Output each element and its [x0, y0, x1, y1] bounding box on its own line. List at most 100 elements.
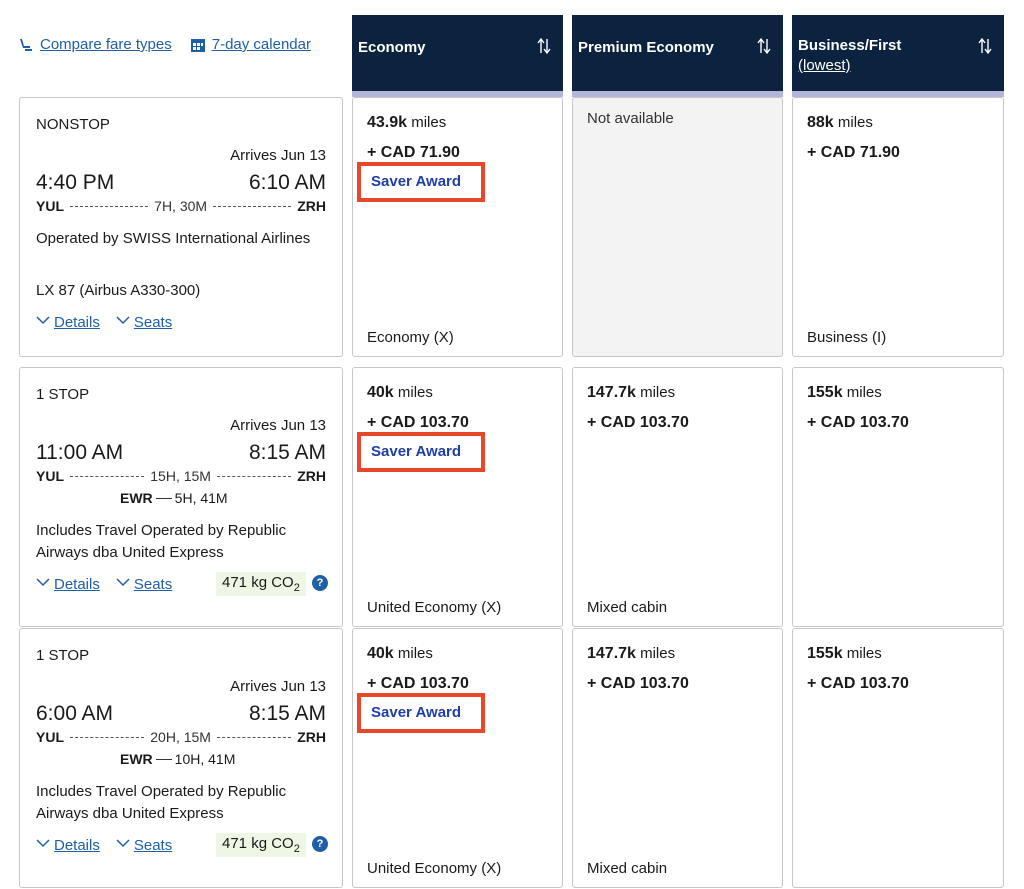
cash-price: + CAD 103.70 — [587, 675, 689, 692]
fare-business-row1[interactable]: 88k miles + CAD 71.90 Business (I) — [792, 97, 1004, 357]
chevron-down-icon — [36, 316, 50, 325]
flight-card-1: NONSTOP Arrives Jun 13 4:40 PM 6:10 AM Y… — [19, 97, 343, 357]
column-header-accent — [352, 91, 563, 97]
cash-price: + CAD 103.70 — [807, 675, 909, 692]
seven-day-calendar-link[interactable]: 7-day calendar — [190, 36, 311, 53]
seats-link[interactable]: Seats — [116, 576, 172, 593]
seats-link[interactable]: Seats — [116, 314, 172, 331]
column-title-economy: Economy — [358, 39, 426, 56]
fare-premium-row2[interactable]: 147.7k miles + CAD 103.70 Mixed cabin — [572, 367, 783, 627]
miles-price: 147.7k miles — [587, 645, 675, 663]
connection-info: EWR 5H, 41M — [120, 490, 228, 506]
sort-icon — [978, 37, 992, 55]
details-link[interactable]: Details — [36, 576, 100, 593]
miles-unit: miles — [640, 384, 676, 401]
miles-unit: miles — [397, 384, 433, 401]
route-dash — [70, 736, 145, 738]
route-dash — [216, 736, 292, 738]
arrival-time: 8:15 AM — [248, 702, 326, 725]
operated-by: Includes Travel Operated by Republic Air… — [36, 522, 287, 561]
flight-links: Details Seats — [36, 576, 188, 593]
flight-duration: 20H, 15M — [150, 729, 211, 745]
miles-price: 40k miles — [367, 384, 433, 402]
column-header-accent — [792, 91, 1004, 97]
compare-fare-types-link[interactable]: Compare fare types — [18, 36, 172, 53]
arrival-date: Arrives Jun 13 — [230, 678, 326, 695]
column-header-accent — [572, 91, 783, 97]
info-icon[interactable]: ? — [312, 575, 328, 591]
cash-price: + CAD 103.70 — [587, 414, 689, 431]
column-header-business-first[interactable]: Business/First (lowest) — [792, 15, 1004, 97]
departure-time: 6:00 AM — [36, 702, 114, 725]
chevron-down-icon — [116, 578, 130, 587]
miles-value: 155k — [807, 645, 843, 662]
stops-label: 1 STOP — [36, 647, 90, 664]
details-link[interactable]: Details — [36, 837, 100, 854]
connection-line — [155, 497, 172, 499]
miles-value: 43.9k — [367, 114, 408, 131]
route-line: YUL 7H, 30M ZRH — [36, 198, 326, 214]
fare-premium-row1: Not available — [572, 97, 783, 357]
cabin-label: United Economy (X) — [367, 860, 502, 877]
miles-unit: miles — [640, 645, 676, 662]
route-line: YUL 15H, 15M ZRH — [36, 468, 326, 484]
cabin-label: Business (I) — [807, 329, 887, 346]
column-header-economy[interactable]: Economy — [352, 15, 563, 97]
details-link[interactable]: Details — [36, 314, 100, 331]
column-header-premium-economy[interactable]: Premium Economy — [572, 15, 783, 97]
flight-number: LX 87 (Airbus A330-300) — [36, 282, 201, 299]
miles-value: 155k — [807, 384, 843, 401]
miles-value: 40k — [367, 384, 394, 401]
route-dash — [70, 205, 149, 207]
chevron-down-icon — [116, 316, 130, 325]
miles-unit: miles — [837, 114, 873, 131]
route-dash — [70, 475, 145, 477]
fare-business-row2[interactable]: 155k miles + CAD 103.70 — [792, 367, 1004, 627]
flight-card-3: 1 STOP Arrives Jun 13 6:00 AM 8:15 AM YU… — [19, 628, 343, 888]
origin-airport: YUL — [36, 468, 64, 484]
info-icon[interactable]: ? — [312, 836, 328, 852]
column-title-business-first: Business/First (lowest) — [798, 36, 901, 76]
miles-unit: miles — [846, 384, 882, 401]
destination-airport: ZRH — [297, 729, 327, 745]
flight-duration: 7H, 30M — [154, 198, 208, 214]
arrival-date: Arrives Jun 13 — [230, 417, 326, 434]
connection-line — [155, 758, 172, 760]
cash-price: + CAD 103.70 — [807, 414, 909, 431]
stops-label: NONSTOP — [36, 116, 110, 133]
flight-card-2: 1 STOP Arrives Jun 13 11:00 AM 8:15 AM Y… — [19, 367, 343, 627]
compare-fare-types-label: Compare fare types — [40, 36, 172, 53]
fare-economy-row2[interactable]: 40k miles + CAD 103.70 Saver Award Unite… — [352, 367, 563, 627]
route-dash — [216, 475, 292, 477]
fare-business-row3[interactable]: 155k miles + CAD 103.70 — [792, 628, 1004, 888]
connection-airport: EWR — [120, 751, 153, 767]
operated-by: Includes Travel Operated by Republic Air… — [36, 783, 287, 822]
co2-value: 471 kg CO — [222, 574, 294, 591]
miles-price: 155k miles — [807, 645, 882, 663]
miles-price: 155k miles — [807, 384, 882, 402]
stops-label: 1 STOP — [36, 386, 90, 403]
chevron-down-icon — [36, 839, 50, 848]
cabin-label: Mixed cabin — [587, 599, 668, 616]
co2-emissions-badge: 471 kg CO2 — [216, 833, 306, 857]
fare-premium-row3[interactable]: 147.7k miles + CAD 103.70 Mixed cabin — [572, 628, 783, 888]
chevron-down-icon — [36, 578, 50, 587]
miles-price: 40k miles — [367, 645, 433, 663]
miles-unit: miles — [397, 645, 433, 662]
lowest-subtitle[interactable]: (lowest) — [798, 57, 851, 74]
layover-duration: 5H, 41M — [174, 490, 228, 506]
cash-price: + CAD 103.70 — [367, 675, 469, 692]
details-label: Details — [54, 837, 100, 854]
miles-unit: miles — [411, 114, 447, 131]
fare-economy-row1[interactable]: 43.9k miles + CAD 71.90 Saver Award Econ… — [352, 97, 563, 357]
saver-award-label: Saver Award — [371, 443, 462, 460]
flight-links: Details Seats — [36, 837, 188, 854]
miles-price: 147.7k miles — [587, 384, 675, 402]
cabin-label: United Economy (X) — [367, 599, 502, 616]
miles-price: 43.9k miles — [367, 114, 446, 132]
route-line: YUL 20H, 15M ZRH — [36, 729, 326, 745]
seats-link[interactable]: Seats — [116, 837, 172, 854]
seven-day-calendar-label: 7-day calendar — [211, 36, 311, 53]
cabin-label: Economy (X) — [367, 329, 454, 346]
fare-economy-row3[interactable]: 40k miles + CAD 103.70 Saver Award Unite… — [352, 628, 563, 888]
